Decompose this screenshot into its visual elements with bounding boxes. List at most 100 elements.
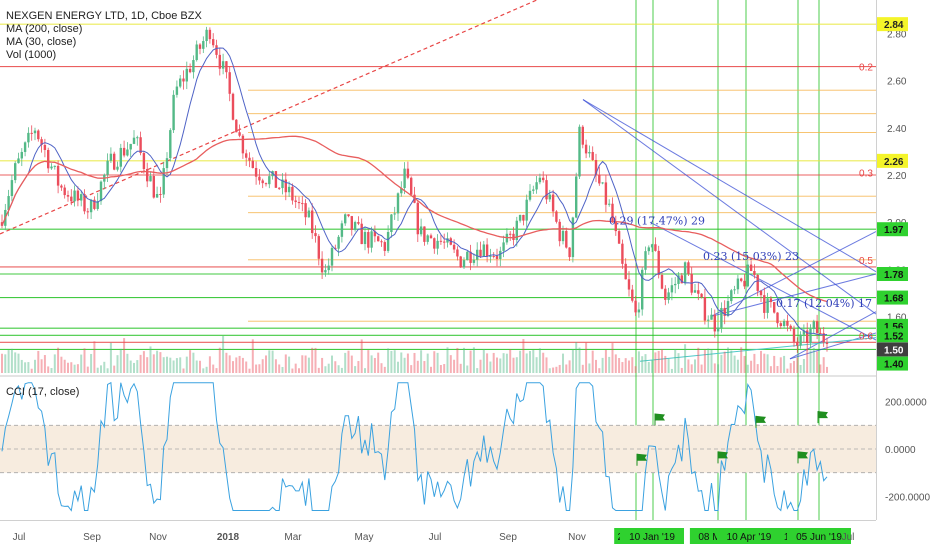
symbol-title[interactable]: NEXGEN ENERGY LTD, 1D, Cboe BZX (6, 10, 202, 22)
candle-body-110 (363, 232, 367, 245)
candle-body-249 (822, 333, 825, 343)
time-tick-8[interactable]: Nov (568, 532, 586, 543)
candle-body-210 (693, 290, 697, 293)
candle-body-179 (591, 152, 594, 160)
candle-body-91 (301, 203, 304, 205)
candle-body-53 (175, 86, 179, 95)
candle-body-36 (119, 147, 122, 167)
time-tick-4[interactable]: Mar (284, 532, 302, 543)
volume-bar-248 (819, 364, 822, 373)
time-tick-7[interactable]: Sep (499, 532, 517, 543)
candle-body-88 (291, 186, 294, 201)
candle-body-4 (14, 163, 17, 181)
candle-body-21 (70, 196, 73, 202)
time-tick-3[interactable]: 2018 (217, 532, 240, 543)
volume-bar-157 (519, 350, 522, 373)
volume-bar-178 (588, 363, 591, 373)
volume-bar-225 (743, 355, 746, 373)
time-tick-12[interactable]: 10 Apr '19 (727, 532, 772, 543)
time-tick-14[interactable]: 05 Jun '19 (796, 532, 842, 543)
candle-body-152 (502, 242, 505, 251)
candle-body-235 (776, 312, 779, 324)
candle-body-206 (680, 275, 683, 284)
candle-body-78 (258, 176, 261, 181)
candle-body-116 (383, 242, 386, 251)
volume-bar-92 (304, 355, 307, 373)
candle-body-80 (264, 183, 268, 185)
candle-body-73 (241, 135, 245, 154)
volume-bar-191 (631, 357, 634, 373)
volume-bar-63 (208, 356, 211, 373)
volume-bar-29 (96, 367, 99, 373)
volume-bar-56 (185, 356, 188, 373)
volume-bar-207 (684, 344, 687, 373)
volume-legend[interactable]: Vol (1000) (6, 49, 57, 61)
channel-line-6 (789, 311, 877, 360)
price-label-box-2 (877, 222, 908, 237)
price-label-2: 1.97 (884, 225, 904, 236)
price-label-3: 1.78 (884, 270, 904, 281)
channel-line-0 (582, 99, 877, 315)
candle-body-127 (419, 226, 423, 235)
candle-body-186 (614, 221, 617, 232)
volume-bar-76 (251, 339, 254, 373)
volume-bar-187 (618, 358, 621, 373)
volume-bar-35 (116, 355, 119, 373)
candle-body-83 (274, 171, 278, 188)
volume-bar-64 (212, 364, 215, 373)
volume-bar-85 (281, 366, 284, 373)
volume-bar-145 (479, 359, 482, 373)
cci-legend: CCI (17, close) (6, 386, 79, 399)
price-label-1: 2.26 (884, 157, 904, 168)
time-tick-6[interactable]: Jul (429, 532, 442, 543)
volume-bar-241 (796, 357, 799, 373)
volume-bar-212 (700, 364, 703, 373)
flag-icon-4 (797, 451, 808, 464)
candle-body-244 (806, 330, 809, 343)
volume-bar-237 (783, 355, 786, 373)
candle-body-52 (172, 94, 175, 131)
candle-body-100 (330, 247, 334, 266)
volume-bar-28 (93, 341, 96, 373)
volume-bar-203 (670, 368, 673, 373)
price-label-0: 2.84 (884, 20, 904, 31)
price-tick-6: 1.60 (887, 312, 907, 323)
volume-bar-179 (591, 350, 594, 373)
volume-bar-16 (53, 354, 56, 373)
candle-body-81 (268, 176, 271, 185)
candle-body-151 (499, 250, 502, 259)
cci-legend-label[interactable]: CCI (17, close) (6, 386, 80, 398)
volume-bar-95 (314, 347, 317, 373)
candle-body-92 (304, 203, 307, 218)
main-legend: NEXGEN ENERGY LTD, 1D, Cboe BZX MA (200,… (6, 10, 202, 62)
flag-icon-2 (717, 451, 728, 464)
candle-body-213 (703, 297, 707, 321)
volume-bar-163 (538, 348, 541, 373)
candle-body-243 (802, 330, 806, 335)
candle-body-77 (254, 167, 258, 177)
candle-body-158 (522, 214, 525, 221)
candle-body-207 (683, 262, 687, 284)
time-tick-10[interactable]: 10 Jan '19 (629, 532, 675, 543)
candle-body-196 (647, 247, 650, 252)
volume-bar-146 (482, 349, 485, 373)
time-tick-15[interactable]: Jul (842, 532, 855, 543)
ma200-legend[interactable]: MA (200, close) (6, 23, 83, 35)
volume-bar-134 (443, 364, 446, 373)
fib-level-label-1: 0.3 (859, 169, 873, 180)
time-tick-0[interactable]: Jul (13, 532, 26, 543)
volume-bar-141 (466, 365, 469, 373)
volume-bar-82 (271, 350, 274, 373)
volume-bar-37 (123, 338, 126, 373)
candle-body-248 (819, 332, 822, 334)
volume-bar-11 (37, 350, 40, 373)
ma30-legend[interactable]: MA (30, close) (6, 36, 77, 48)
volume-bar-189 (624, 358, 627, 373)
volume-bar-18 (60, 356, 63, 373)
candle-body-126 (416, 202, 419, 235)
time-tick-1[interactable]: Sep (83, 532, 101, 543)
time-tick-5[interactable]: May (355, 532, 374, 543)
volume-bar-99 (327, 363, 330, 373)
time-tick-2[interactable]: Nov (149, 532, 167, 543)
